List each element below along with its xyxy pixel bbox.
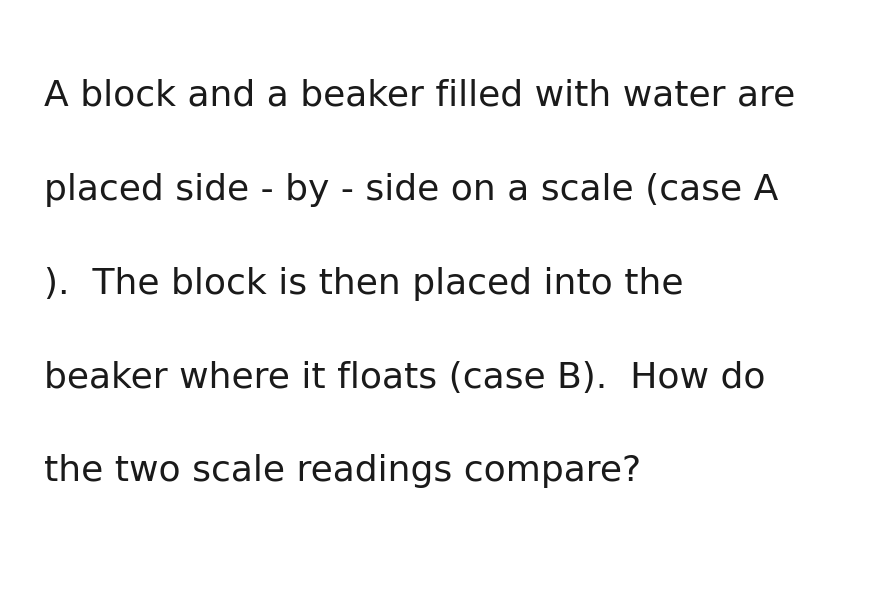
Text: placed side - by - side on a scale (case A: placed side - by - side on a scale (case…: [44, 173, 779, 207]
Text: the two scale readings compare?: the two scale readings compare?: [44, 454, 642, 488]
Text: A block and a beaker filled with water are: A block and a beaker filled with water a…: [44, 79, 796, 113]
Text: beaker where it floats (case B).  How do: beaker where it floats (case B). How do: [44, 361, 766, 395]
Text: ).  The block is then placed into the: ). The block is then placed into the: [44, 267, 684, 301]
